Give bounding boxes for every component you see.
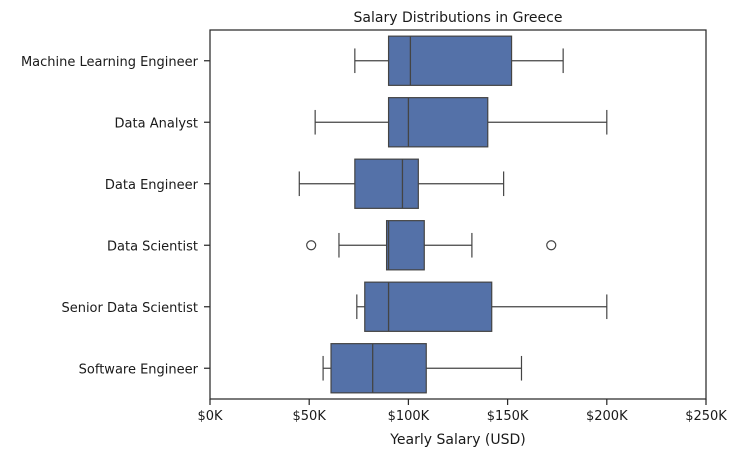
outlier-point bbox=[546, 240, 557, 251]
outlier-point bbox=[306, 240, 317, 251]
chart-title: Salary Distributions in Greece bbox=[354, 10, 563, 26]
x-axis-label: Yearly Salary (USD) bbox=[389, 432, 526, 448]
plot-frame bbox=[209, 29, 707, 400]
y-tick-label: Software Engineer bbox=[79, 362, 199, 377]
plot-area: $0K $50K $100K $150K $200K $250K Machine Learn… bbox=[21, 29, 727, 424]
y-tick-label: Data Analyst bbox=[115, 116, 198, 131]
x-tick-label: $50K bbox=[293, 409, 327, 424]
y-tick-label: Senior Data Scientist bbox=[61, 301, 198, 316]
box-iqr bbox=[330, 343, 427, 394]
y-tick-label: Data Engineer bbox=[105, 178, 199, 193]
y-tick-label: Data Scientist bbox=[107, 239, 198, 254]
y-tick-label: Machine Learning Engineer bbox=[21, 55, 199, 70]
box-iqr bbox=[385, 220, 425, 271]
x-tick-label: $250K bbox=[685, 409, 727, 424]
x-tick-label: $0K bbox=[197, 409, 223, 424]
box-iqr bbox=[354, 158, 419, 209]
x-tick-label: $100K bbox=[388, 409, 430, 424]
box-iqr bbox=[364, 281, 493, 332]
x-tick-label: $200K bbox=[586, 409, 628, 424]
box-iqr bbox=[387, 97, 489, 148]
box-iqr bbox=[387, 35, 513, 86]
x-tick-label: $150K bbox=[487, 409, 529, 424]
